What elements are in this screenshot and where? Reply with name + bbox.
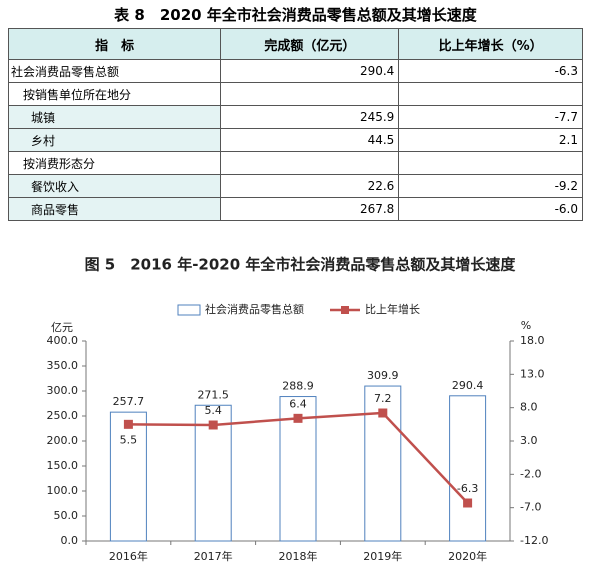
y-tick-label: 300.0 — [47, 384, 79, 397]
header-row: 指 标完成额（亿元） 比上年增长（%） — [7, 28, 583, 60]
y-tick-label: 250.0 — [47, 409, 79, 422]
row-label: 社会消费品零售总额 — [7, 59, 222, 83]
y-tick-label: 50.0 — [54, 509, 79, 522]
legend-label: 社会消费品零售总额 — [205, 302, 304, 316]
y-tick-label: 200.0 — [47, 434, 79, 447]
cell: -6.3 — [398, 59, 583, 83]
bar-value-label: 290.4 — [452, 379, 484, 392]
table-title: 表 8 2020 年全市社会消费品零售总额及其增长速度 — [114, 6, 477, 24]
table-row: 社会消费品零售总额 290.4 -6.3 — [7, 59, 583, 83]
line-marker — [378, 408, 388, 418]
bar-value-label: 309.9 — [367, 369, 399, 382]
line-value-label: 5.4 — [204, 404, 222, 417]
header-cell: 完成额（亿元） — [220, 28, 400, 60]
y-tick-label: 100.0 — [47, 484, 79, 497]
legend-swatch — [341, 306, 349, 314]
x-tick-label: 2016年 — [109, 549, 148, 563]
y2-tick-label: 8.0 — [520, 401, 538, 414]
line-marker — [208, 420, 218, 430]
bar-value-label: 288.9 — [282, 380, 314, 393]
row-label: 按销售单位所在地分 — [7, 82, 222, 106]
cell — [220, 82, 400, 106]
table: 指 标完成额（亿元） 比上年增长（%） 社会消费品零售总额 290.4 -6.3 按销售单… — [7, 28, 583, 221]
row-label: 乡村 — [7, 128, 222, 152]
x-tick-label: 2020年 — [448, 549, 487, 563]
table-row: 按销售单位所在地分 — [7, 82, 583, 106]
row-label: 城镇 — [7, 105, 222, 129]
table-row: 乡村 44.5 2.1 — [7, 128, 583, 152]
x-tick-label: 2019年 — [363, 549, 402, 563]
bar-value-label: 257.7 — [113, 395, 145, 408]
line-value-label: -6.3 — [457, 482, 478, 495]
row-label: 餐饮收入 — [7, 174, 222, 198]
table-row: 商品零售 267.8 -6.0 — [7, 197, 583, 221]
row-label: 按消费形态分 — [7, 151, 222, 175]
x-tick-label: 2017年 — [194, 549, 233, 563]
line-marker — [293, 413, 303, 423]
header-cell: 比上年增长（%） — [398, 28, 583, 60]
line-value-label: 6.4 — [289, 397, 307, 410]
line-marker — [123, 419, 133, 429]
legend-label: 比上年增长 — [365, 302, 420, 316]
y-tick-label: 400.0 — [47, 334, 79, 347]
bar — [449, 395, 487, 542]
cell: 2.1 — [398, 128, 583, 152]
y2-tick-label: 13.0 — [520, 367, 545, 380]
line-marker — [463, 498, 473, 508]
y-tick-label: 0.0 — [61, 534, 79, 547]
y-tick-label: 150.0 — [47, 459, 79, 472]
y2-tick-label: -7.0 — [520, 501, 541, 514]
row-label: 商品零售 — [7, 197, 222, 221]
y2-axis-label: % — [521, 319, 531, 332]
y-tick-label: 350.0 — [47, 359, 79, 372]
cell — [398, 151, 583, 175]
y2-tick-label: -12.0 — [520, 534, 548, 547]
y2-tick-label: -2.0 — [520, 467, 541, 480]
cell: -6.0 — [398, 197, 583, 221]
bar — [109, 411, 147, 542]
table-row: 按消费形态分 — [7, 151, 583, 175]
bar-value-label: 271.5 — [197, 388, 229, 401]
y-axis-label: 亿元 — [51, 321, 73, 334]
legend-swatch — [177, 304, 201, 316]
line-value-label: 7.2 — [374, 392, 392, 405]
table-row: 城镇 245.9 -7.7 — [7, 105, 583, 129]
x-tick-label: 2018年 — [279, 549, 318, 563]
y2-tick-label: 3.0 — [520, 434, 538, 447]
cell: 290.4 — [220, 59, 400, 83]
chart-title: 图 5 2016 年-2020 年全市社会消费品零售总额及其增长速度 — [85, 256, 517, 274]
cell: 267.8 — [220, 197, 400, 221]
cell: 22.6 — [220, 174, 400, 198]
table-row: 餐饮收入 22.6 -9.2 — [7, 174, 583, 198]
line-value-label: 5.5 — [120, 433, 138, 446]
y2-tick-label: 18.0 — [520, 334, 545, 347]
